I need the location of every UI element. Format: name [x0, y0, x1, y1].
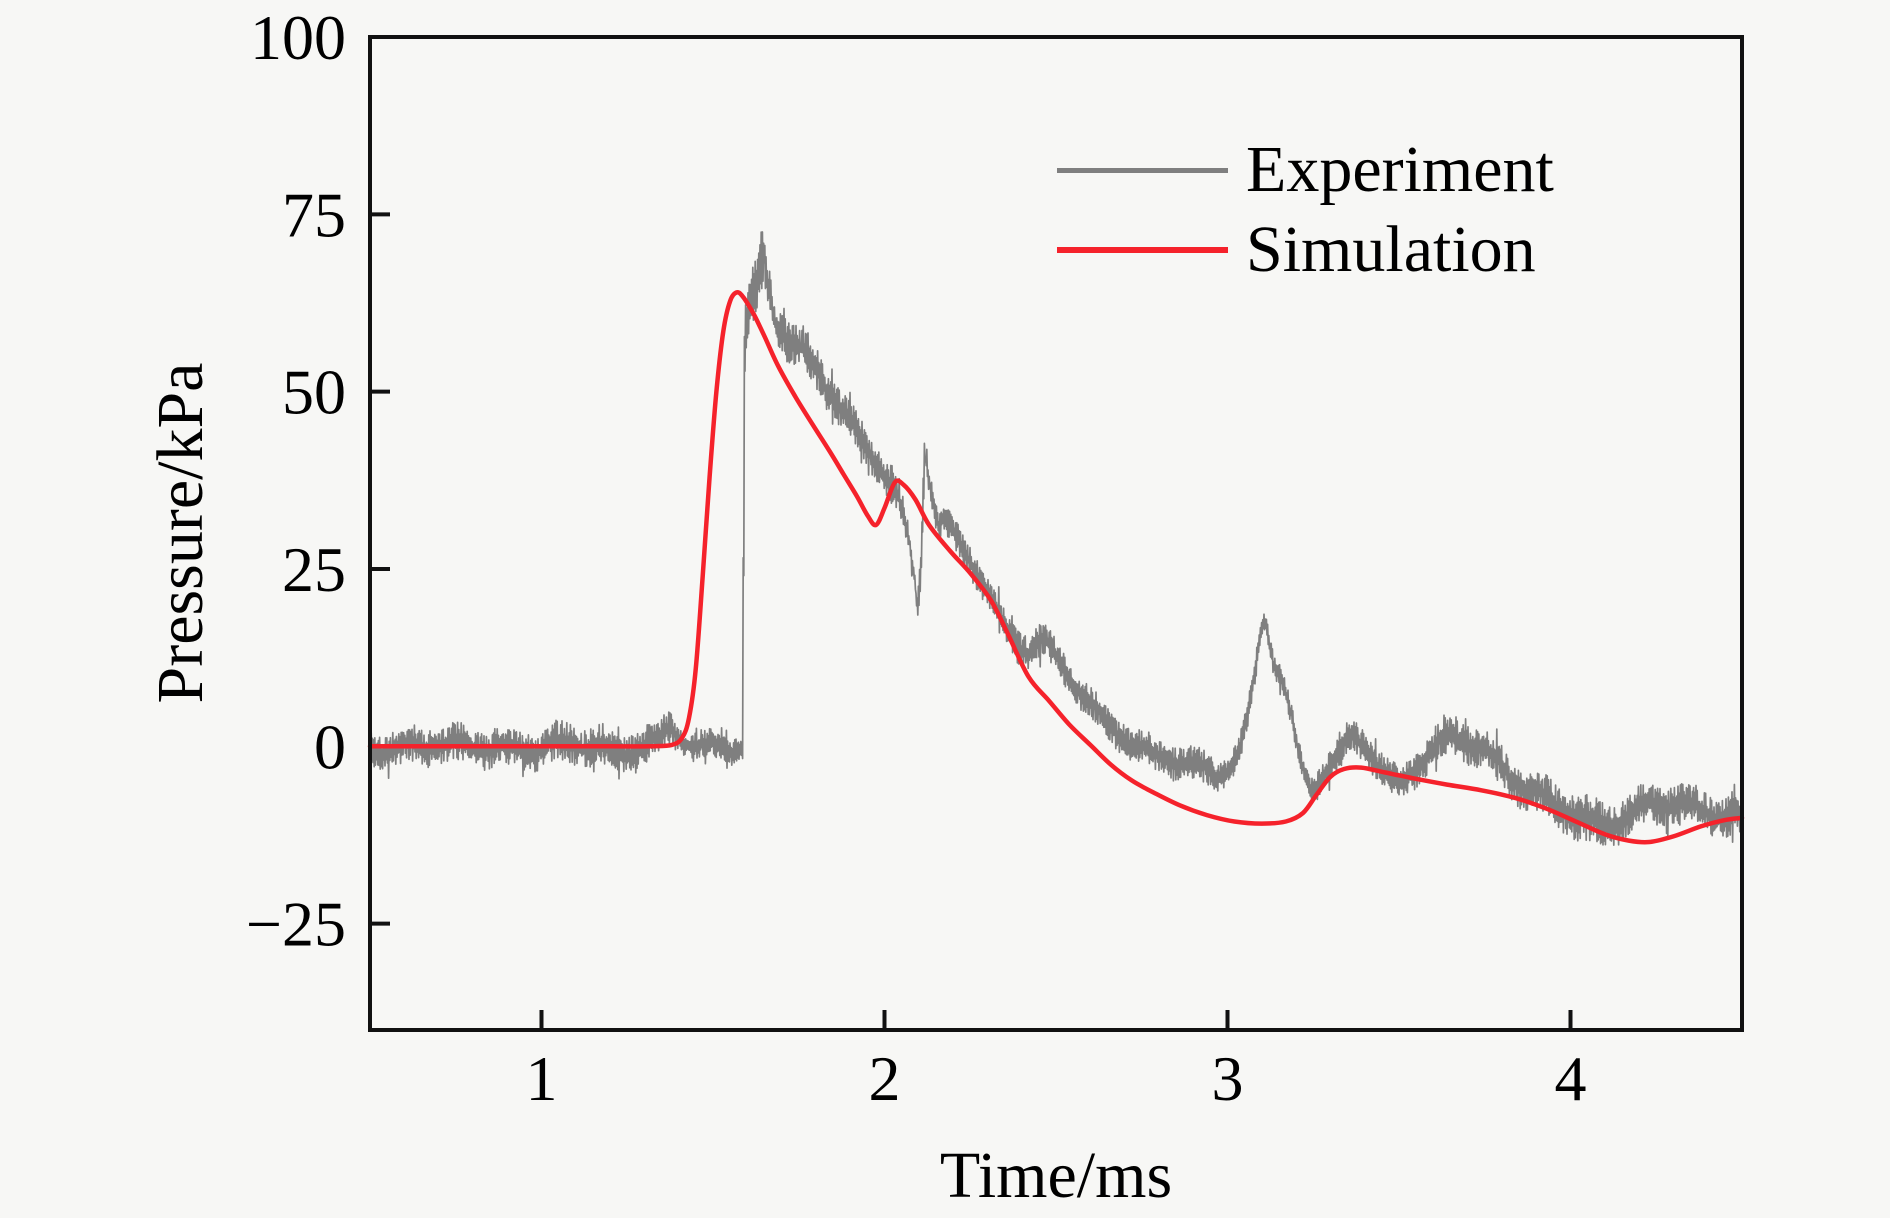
x-axis-title: Time/ms	[939, 1139, 1173, 1212]
y-tick-label: 75	[282, 179, 346, 250]
legend-item-experiment: Experiment	[1057, 130, 1677, 210]
y-tick-label: 100	[250, 2, 346, 73]
x-tick-label: 2	[869, 1043, 901, 1114]
legend-label-simulation: Simulation	[1246, 213, 1536, 286]
y-axis-title: Pressure/kPa	[144, 362, 217, 704]
simulation-curve	[367, 290, 1745, 845]
simulation-line-swatch	[1057, 247, 1228, 253]
y-tick-label: 0	[314, 711, 346, 782]
legend-item-simulation: Simulation	[1057, 210, 1677, 290]
x-tick-label: 4	[1555, 1043, 1587, 1114]
y-tick-label: −25	[246, 889, 346, 960]
y-tick-label: 50	[282, 357, 346, 428]
axes-frame	[368, 35, 1744, 1032]
experiment-line-swatch	[1057, 167, 1228, 173]
x-tick-label: 1	[526, 1043, 558, 1114]
legend: Experiment Simulation	[1057, 130, 1677, 290]
y-tick-label: 25	[282, 534, 346, 605]
legend-label-experiment: Experiment	[1246, 133, 1554, 206]
experiment-curve	[369, 231, 1744, 846]
x-tick-label: 3	[1212, 1043, 1244, 1114]
